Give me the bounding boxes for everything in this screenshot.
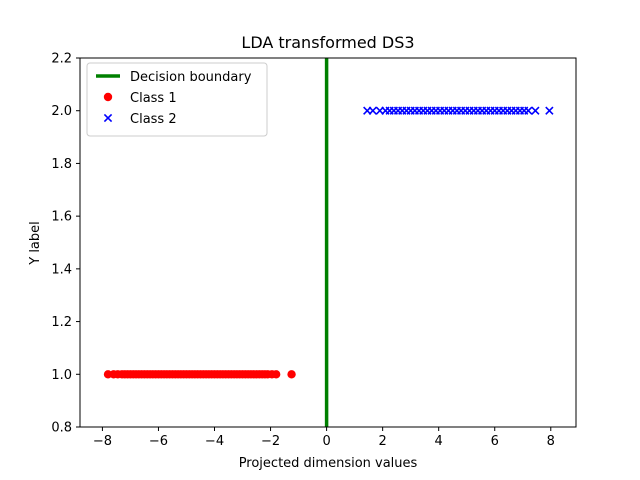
class-1-point [287, 370, 296, 379]
y-axis-label: Y label [28, 221, 43, 266]
legend: Decision boundary Class 1 Class 2 [86, 62, 268, 137]
plot-area [103, 58, 554, 427]
legend-class-1-label: Class 1 [130, 91, 177, 106]
class-2-point [524, 106, 533, 115]
x-tick-label: −2 [261, 434, 280, 449]
y-tick-label: 1.8 [51, 157, 72, 172]
y-tick-label: 1.4 [51, 262, 72, 277]
legend-class-2-marker [103, 113, 113, 123]
x-tick-label: 8 [547, 434, 555, 449]
legend-box [86, 62, 268, 137]
y-tick-label: 0.8 [51, 421, 72, 436]
class-2-point [545, 106, 554, 115]
axes-frame [79, 57, 577, 428]
class-1-point [271, 370, 281, 379]
class-2-point [368, 106, 378, 115]
x-tick-label: −6 [149, 434, 168, 449]
x-tick-label: 2 [379, 434, 387, 449]
chart-title: LDA transformed DS3 [241, 33, 414, 52]
y-tick-label: 2.2 [51, 52, 72, 67]
legend-class-1-marker [103, 92, 113, 102]
x-tick-label: −8 [93, 434, 112, 449]
x-tick-label: 0 [322, 434, 330, 449]
legend-class-2-label: Class 2 [130, 112, 177, 127]
y-tick-label: 1.2 [51, 315, 72, 330]
axes: −8 −6 −4 −2 0 2 4 6 8 0.8 1.0 1.2 1.4 1.6 1.8 2.0 2.2 [51, 52, 577, 449]
y-tick-label: 1.0 [51, 368, 72, 383]
y-tick-label: 1.6 [51, 210, 72, 225]
x-tick-label: 4 [435, 434, 443, 449]
y-tick-label: 2.0 [51, 104, 72, 119]
class-2-point [531, 106, 540, 115]
x-axis-label: Projected dimension values [239, 456, 418, 471]
x-tick-label: −4 [205, 434, 224, 449]
legend-decision-boundary-label: Decision boundary [130, 70, 252, 85]
x-tick-label: 6 [491, 434, 499, 449]
